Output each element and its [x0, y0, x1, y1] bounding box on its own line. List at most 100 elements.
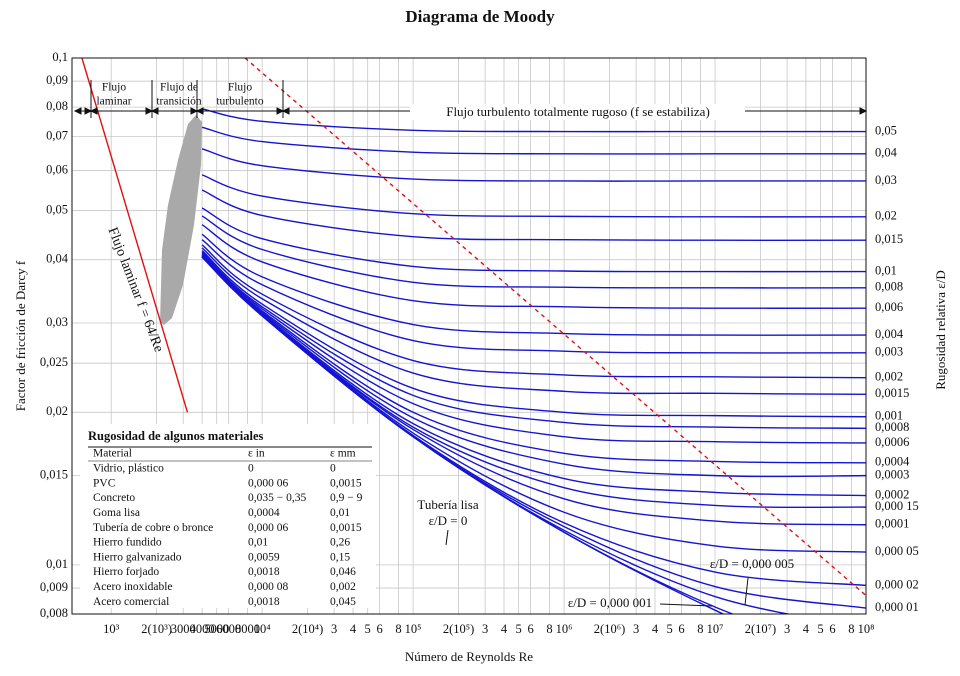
roughness-label: 0,03	[875, 173, 897, 187]
annotation: ε/D = 0	[429, 513, 468, 528]
y-tick-label: 0,09	[46, 73, 68, 87]
table-cell: Acero comercial	[93, 596, 169, 608]
annotation: Flujo de	[160, 82, 198, 94]
curve	[201, 126, 866, 155]
materials-table: Rugosidad de algunos materiales Material ε…	[80, 424, 376, 608]
table-cell: 0,0004	[248, 507, 280, 519]
curve	[201, 247, 866, 396]
x-tick-label: 3	[482, 622, 488, 636]
annotation: Flujo	[228, 82, 253, 94]
annotation: ε/D = 0,000 005	[710, 556, 794, 571]
x-tick-label: 2(10⁷)	[745, 622, 776, 636]
y-tick-label: 0,08	[46, 99, 68, 113]
table-cell: 0,0015	[330, 477, 362, 489]
chart-title: Diagrama de Moody	[405, 7, 555, 26]
table-cell: 0	[330, 463, 336, 475]
roughness-label: 0,008	[875, 280, 903, 294]
x-tick-label: 10⁴	[254, 622, 271, 636]
roughness-label: 0,0015	[875, 386, 909, 400]
roughness-label: 0,001	[875, 409, 903, 423]
annotation: Flujo	[102, 82, 127, 94]
curve	[201, 244, 866, 379]
roughness-label: 0,0008	[875, 420, 909, 434]
annotation: turbulento	[216, 96, 264, 108]
y2-axis-label: Rugosidad relativa ε/D	[933, 270, 948, 390]
x-tick-label: 8	[546, 622, 552, 636]
curves	[81, 58, 866, 614]
x-tick-label: 3	[633, 622, 639, 636]
pointer	[659, 603, 713, 607]
transition-zone	[160, 115, 202, 325]
x-tick-label: 4	[803, 622, 810, 636]
table-cell: 0,01	[330, 507, 350, 519]
roughness-label: 0,003	[875, 345, 903, 359]
roughness-label: 0,000 02	[875, 577, 919, 591]
roughness-label: 0,006	[875, 300, 903, 314]
curve	[201, 148, 866, 182]
arrowheads	[73, 107, 868, 115]
x-tick-label: 5	[365, 622, 371, 636]
table-cell: 0,0018	[248, 596, 280, 608]
x-tick-label: 10⁷	[707, 622, 724, 636]
x-tick-label: 10⁵	[405, 622, 422, 636]
x-tick-label: 5	[516, 622, 522, 636]
x-tick-label: 8000	[235, 622, 260, 636]
table-cell: Hierro forjado	[93, 566, 159, 578]
table-cell: Vidrio, plástico	[93, 463, 164, 475]
annotation: transición	[156, 96, 202, 108]
curve	[201, 253, 866, 464]
annotation: Flujo turbulento totalmente rugoso (f se…	[446, 104, 710, 119]
curve	[201, 251, 866, 429]
x-tick-label: 6	[527, 622, 533, 636]
table-cell: 0,01	[248, 537, 268, 549]
table-header: ε mm	[330, 448, 356, 460]
table-bg	[80, 424, 376, 608]
table-cell: Concreto	[93, 492, 135, 504]
table-cell: 0,000 06	[248, 522, 289, 534]
curve	[201, 224, 866, 309]
x-tick-label: 2(10⁴)	[292, 622, 323, 636]
curve	[201, 233, 866, 336]
y-tick-label: 0,025	[40, 355, 68, 369]
x-tick-label: 8	[848, 622, 854, 636]
table-cell: 0,000 08	[248, 581, 289, 593]
table-cell: Hierro fundido	[93, 537, 162, 549]
x-axis-label: Número de Reynolds Re	[405, 649, 533, 664]
curve	[201, 250, 866, 418]
x-tick-label: 6	[829, 622, 835, 636]
table-header: ε in	[248, 448, 265, 460]
y-tick-label: 0,04	[46, 252, 69, 266]
annotation: ε/D = 0,000 001	[568, 595, 652, 610]
x-tick-label: 4	[652, 622, 659, 636]
table-cell: Acero inoxidable	[93, 581, 173, 593]
y-tick-label: 0,009	[40, 580, 68, 594]
y-tick-label: 0,02	[46, 404, 68, 418]
curve	[201, 256, 725, 614]
plot-frame	[71, 57, 867, 615]
roughness-label: 0,05	[875, 123, 897, 137]
x-tick-label: 5000	[204, 622, 229, 636]
curve	[201, 207, 866, 273]
x-tick-label: 10⁸	[858, 622, 875, 636]
curve	[201, 254, 866, 478]
table-cell: 0,9 − 9	[330, 492, 363, 504]
y-axis-label: Factor de fricción de Darcy f	[13, 260, 28, 411]
table-cell: 0,15	[330, 551, 350, 563]
x-tick-label: 3	[784, 622, 790, 636]
y-tick-label: 0,03	[46, 315, 68, 329]
roughness-label: 0,004	[875, 327, 904, 341]
curve	[201, 189, 866, 241]
roughness-label: 0,0006	[875, 435, 909, 449]
roughness-label: 0,0001	[875, 517, 909, 531]
table-cell: 0,26	[330, 537, 350, 549]
table-cell: 0,0015	[330, 522, 362, 534]
x-tick-label: 2(10⁶)	[594, 622, 625, 636]
x-tick-label: 6000	[216, 622, 241, 636]
y-tick-label: 0,05	[46, 202, 68, 216]
x-tick-label: 8	[395, 622, 401, 636]
table-cell: PVC	[93, 477, 116, 489]
y-tick-label: 0,06	[46, 162, 68, 176]
y-tick-label: 0,07	[46, 128, 68, 142]
roughness-label: 0,0002	[875, 487, 909, 501]
y-tick-label: 0,01	[46, 557, 68, 571]
